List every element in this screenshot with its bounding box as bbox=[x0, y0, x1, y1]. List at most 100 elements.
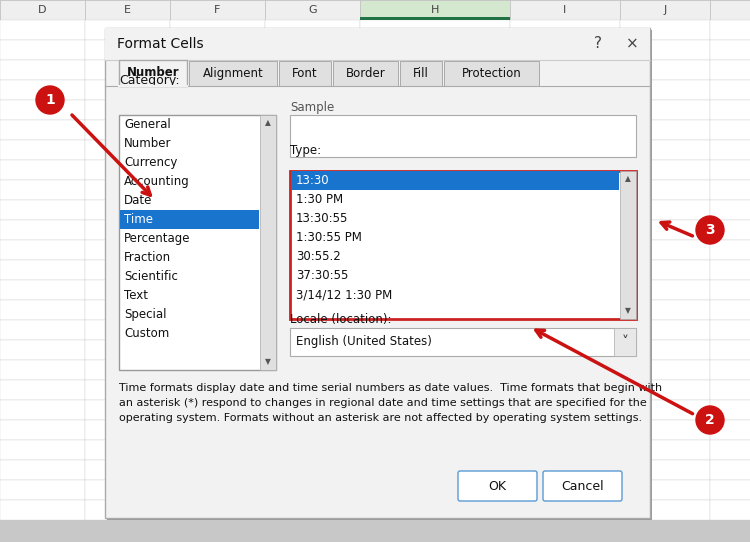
Bar bbox=[170, 280, 265, 300]
Bar bbox=[710, 400, 750, 420]
Text: Currency: Currency bbox=[124, 156, 177, 169]
Bar bbox=[510, 180, 620, 200]
Bar bbox=[620, 360, 710, 380]
Text: ×: × bbox=[626, 36, 638, 51]
Bar bbox=[510, 40, 620, 60]
Bar bbox=[710, 300, 750, 320]
Bar bbox=[107, 30, 652, 520]
Bar bbox=[170, 420, 265, 440]
Bar bbox=[265, 480, 360, 500]
Bar bbox=[360, 260, 510, 280]
Bar bbox=[105, 28, 650, 518]
Bar bbox=[0, 460, 85, 480]
Bar bbox=[119, 115, 276, 370]
Text: Font: Font bbox=[292, 67, 318, 80]
Bar bbox=[0, 60, 85, 80]
Bar bbox=[265, 380, 360, 400]
Text: E: E bbox=[124, 5, 131, 15]
Bar bbox=[170, 300, 265, 320]
Text: Number: Number bbox=[124, 137, 172, 150]
Bar bbox=[85, 280, 170, 300]
Bar bbox=[85, 440, 170, 460]
Bar bbox=[265, 340, 360, 360]
Bar bbox=[265, 140, 360, 160]
Bar bbox=[333, 61, 398, 86]
Bar bbox=[0, 100, 85, 120]
Bar bbox=[265, 320, 360, 340]
Bar bbox=[620, 240, 710, 260]
Bar bbox=[170, 440, 265, 460]
Text: Type:: Type: bbox=[290, 144, 321, 157]
Bar bbox=[85, 160, 170, 180]
Text: English (United States): English (United States) bbox=[296, 335, 432, 349]
Bar bbox=[710, 440, 750, 460]
Bar bbox=[710, 200, 750, 220]
Text: an asterisk (*) respond to changes in regional date and time settings that are s: an asterisk (*) respond to changes in re… bbox=[119, 398, 646, 408]
Bar bbox=[265, 280, 360, 300]
Bar bbox=[0, 420, 85, 440]
Bar bbox=[360, 160, 510, 180]
Text: Fraction: Fraction bbox=[124, 251, 171, 264]
Bar bbox=[510, 400, 620, 420]
Bar bbox=[620, 300, 710, 320]
Bar bbox=[170, 140, 265, 160]
Bar bbox=[510, 340, 620, 360]
Bar bbox=[510, 240, 620, 260]
Bar bbox=[265, 0, 360, 20]
Bar bbox=[360, 300, 510, 320]
Bar bbox=[265, 220, 360, 240]
Text: Text: Text bbox=[124, 289, 148, 302]
Bar bbox=[85, 460, 170, 480]
Text: Special: Special bbox=[124, 308, 166, 321]
Bar bbox=[265, 180, 360, 200]
Bar bbox=[0, 360, 85, 380]
Bar bbox=[291, 171, 619, 190]
Bar bbox=[620, 140, 710, 160]
Bar bbox=[265, 120, 360, 140]
Bar bbox=[265, 160, 360, 180]
Text: OK: OK bbox=[488, 480, 506, 493]
Bar bbox=[510, 200, 620, 220]
Bar bbox=[510, 80, 620, 100]
Text: Border: Border bbox=[346, 67, 386, 80]
Bar bbox=[620, 220, 710, 240]
Bar bbox=[85, 240, 170, 260]
Bar bbox=[710, 140, 750, 160]
Bar bbox=[0, 40, 85, 60]
Bar bbox=[360, 340, 510, 360]
Bar bbox=[620, 280, 710, 300]
Text: Scientific: Scientific bbox=[124, 270, 178, 283]
Bar bbox=[0, 200, 85, 220]
Text: J: J bbox=[663, 5, 667, 15]
Bar bbox=[265, 80, 360, 100]
Bar bbox=[510, 500, 620, 520]
Bar bbox=[710, 260, 750, 280]
Bar bbox=[170, 220, 265, 240]
Text: Date: Date bbox=[124, 194, 152, 207]
Bar bbox=[510, 440, 620, 460]
Bar bbox=[360, 380, 510, 400]
Text: ˅: ˅ bbox=[622, 335, 628, 349]
Text: 3: 3 bbox=[705, 223, 715, 237]
Circle shape bbox=[36, 86, 64, 114]
Bar bbox=[360, 400, 510, 420]
Bar bbox=[620, 400, 710, 420]
Bar bbox=[170, 200, 265, 220]
Bar bbox=[170, 0, 265, 20]
Text: 13:30: 13:30 bbox=[296, 174, 330, 187]
Bar bbox=[620, 480, 710, 500]
Bar bbox=[0, 20, 85, 40]
Bar bbox=[85, 220, 170, 240]
Bar bbox=[85, 200, 170, 220]
Bar bbox=[85, 340, 170, 360]
Bar bbox=[510, 160, 620, 180]
Bar bbox=[360, 140, 510, 160]
Bar bbox=[710, 340, 750, 360]
Bar bbox=[279, 61, 331, 86]
Text: Protection: Protection bbox=[461, 67, 521, 80]
Bar bbox=[444, 61, 539, 86]
Bar bbox=[170, 320, 265, 340]
Bar bbox=[0, 120, 85, 140]
Text: ▲: ▲ bbox=[265, 119, 271, 127]
Bar bbox=[85, 120, 170, 140]
